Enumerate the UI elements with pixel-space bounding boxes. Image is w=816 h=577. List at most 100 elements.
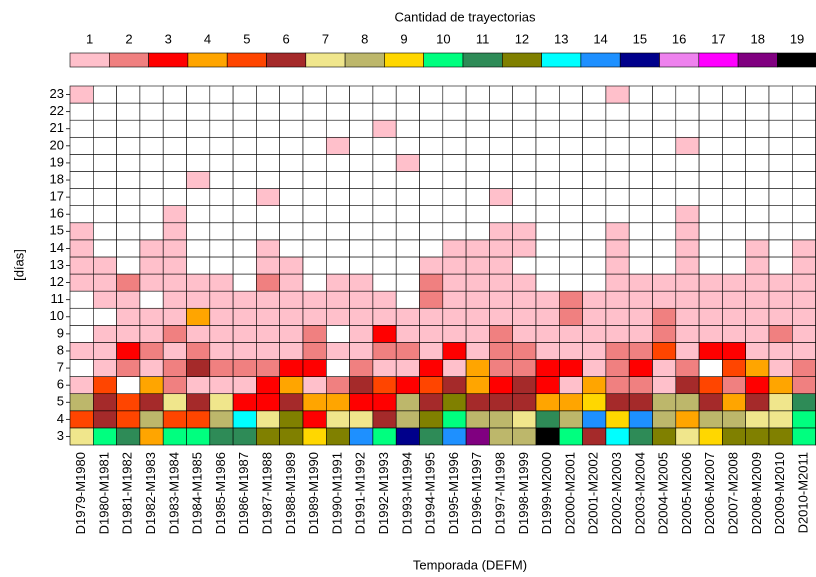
- heatmap-cell: [605, 376, 630, 395]
- heatmap-cell: [256, 256, 280, 275]
- heatmap-cell: [349, 342, 374, 360]
- x-tick-label: D1984-M1985: [190, 452, 205, 534]
- heatmap-cell: [442, 376, 467, 395]
- heatmap-cell: [372, 102, 397, 121]
- heatmap-cell: [256, 359, 280, 377]
- heatmap-cell: [489, 188, 513, 206]
- heatmap-cell: [372, 393, 397, 412]
- heatmap-cell: [582, 410, 607, 429]
- heatmap-cell: [535, 171, 560, 189]
- heatmap-cell: [139, 376, 164, 395]
- heatmap-cell: [675, 342, 700, 360]
- heatmap-cell: [605, 307, 630, 326]
- x-tick-label: D1980-M1981: [96, 452, 111, 534]
- heatmap-cell: [395, 85, 420, 104]
- heatmap-cell: [69, 290, 94, 309]
- colorbar-swatch: [541, 52, 582, 68]
- y-tick-label: 13: [50, 257, 64, 272]
- heatmap-cell: [768, 273, 793, 292]
- heatmap-cell: [465, 85, 490, 104]
- colorbar-swatch: [698, 52, 739, 68]
- heatmap-cell: [442, 359, 467, 377]
- heatmap-cell: [628, 427, 653, 446]
- heatmap-cell: [209, 307, 234, 326]
- heatmap-cell: [465, 188, 490, 206]
- heatmap-cell: [605, 427, 630, 446]
- heatmap-cell: [395, 410, 420, 429]
- heatmap-cell: [768, 342, 793, 360]
- heatmap-cell: [139, 85, 164, 104]
- heatmap-cell: [232, 342, 257, 360]
- y-tick-label: 10: [50, 308, 64, 323]
- heatmap-cell: [209, 119, 234, 138]
- heatmap-cell: [558, 376, 583, 395]
- heatmap-cell: [302, 410, 327, 429]
- heatmap-cell: [302, 342, 327, 360]
- heatmap-cell: [605, 359, 630, 377]
- heatmap-cell: [93, 273, 117, 292]
- heatmap-cell: [745, 273, 770, 292]
- heatmap-cell: [116, 119, 141, 138]
- heatmap-cell: [232, 427, 257, 446]
- heatmap-cell: [302, 119, 327, 138]
- heatmap-cell: [256, 342, 280, 360]
- heatmap-cell: [302, 205, 327, 224]
- heatmap-cell: [652, 102, 677, 121]
- x-tick-label: D2010-M2011: [795, 452, 810, 533]
- heatmap-cell: [722, 85, 747, 104]
- y-tick-label: 5: [57, 394, 64, 409]
- heatmap-cell: [605, 119, 630, 138]
- heatmap-cell: [139, 342, 164, 360]
- heatmap-cell: [186, 325, 211, 343]
- heatmap-cell: [582, 393, 607, 412]
- heatmap-cell: [558, 427, 583, 446]
- heatmap-cell: [302, 359, 327, 377]
- heatmap-cell: [279, 393, 304, 412]
- heatmap-cell: [139, 307, 164, 326]
- heatmap-cell: [698, 325, 723, 343]
- heatmap-cell: [768, 359, 793, 377]
- heatmap-cell: [279, 102, 304, 121]
- heatmap-cell: [419, 307, 444, 326]
- x-tick-label: D1986-M1987: [236, 452, 251, 534]
- heatmap-cell: [232, 290, 257, 309]
- heatmap-cell: [372, 239, 397, 258]
- heatmap-cell: [791, 410, 816, 429]
- x-tick-label: D2001-M2002: [586, 452, 601, 534]
- heatmap-cell: [302, 256, 327, 275]
- heatmap-cell: [325, 188, 350, 206]
- colorbar-tick-label: 14: [593, 31, 607, 46]
- heatmap-cell: [558, 307, 583, 326]
- heatmap-cell: [116, 376, 141, 395]
- heatmap-cell: [582, 290, 607, 309]
- heatmap-cell: [628, 376, 653, 395]
- heatmap-cell: [325, 102, 350, 121]
- heatmap-cell: [745, 205, 770, 224]
- colorbar-swatch: [69, 52, 110, 68]
- heatmap-cell: [722, 171, 747, 189]
- heatmap-cell: [302, 102, 327, 121]
- heatmap-cell: [69, 171, 94, 189]
- heatmap-cell: [279, 273, 304, 292]
- heatmap-cell: [395, 222, 420, 241]
- heatmap-cell: [279, 119, 304, 138]
- y-tick-label: 17: [50, 189, 64, 204]
- heatmap-cell: [722, 222, 747, 241]
- heatmap-cell: [162, 188, 187, 206]
- heatmap-cell: [512, 222, 537, 241]
- heatmap-cell: [139, 359, 164, 377]
- heatmap-cell: [791, 290, 816, 309]
- heatmap-cell: [489, 171, 513, 189]
- heatmap-cell: [442, 171, 467, 189]
- heatmap-cell: [419, 256, 444, 275]
- heatmap-cell: [675, 154, 700, 172]
- heatmap-cell: [162, 410, 187, 429]
- heatmap-cell: [325, 119, 350, 138]
- heatmap-cell: [372, 171, 397, 189]
- colorbar-swatch: [737, 52, 778, 68]
- heatmap-cell: [698, 342, 723, 360]
- heatmap-cell: [745, 171, 770, 189]
- heatmap-cell: [372, 342, 397, 360]
- heatmap-cell: [325, 154, 350, 172]
- heatmap-cell: [349, 222, 374, 241]
